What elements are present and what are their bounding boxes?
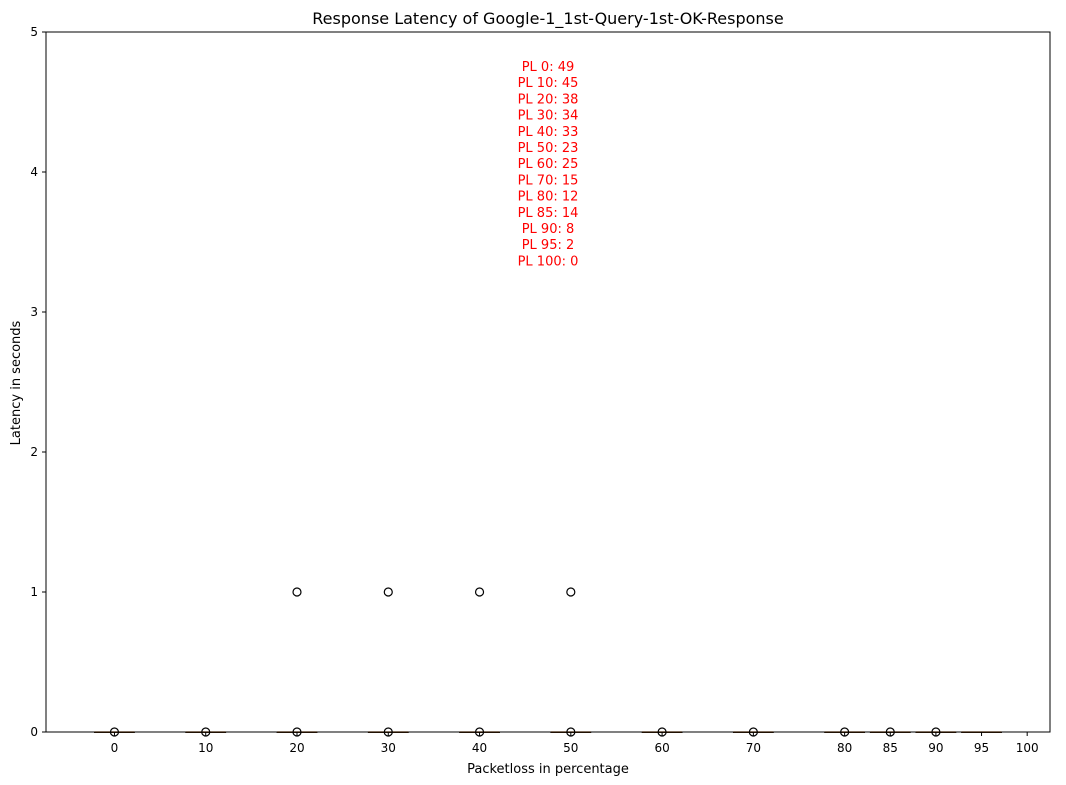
x-tick-label-90: 90 (928, 741, 943, 755)
x-tick-label-95: 95 (974, 741, 989, 755)
y-tick-label-4: 4 (30, 165, 38, 179)
x-tick-label-80: 80 (837, 741, 852, 755)
chart-title: Response Latency of Google-1_1st-Query-1… (312, 9, 783, 29)
annotation-line-1: PL 10: 45 (518, 76, 579, 91)
x-tick-label-40: 40 (472, 741, 487, 755)
outlier-point-30-1 (383, 587, 393, 597)
annotation-line-3: PL 30: 34 (518, 109, 579, 124)
outlier-point-40-1 (474, 587, 485, 597)
x-tick-label-60: 60 (654, 741, 669, 755)
y-axis-label: Latency in seconds (9, 320, 24, 445)
y-tick-label-0: 0 (30, 725, 38, 739)
annotation-line-6: PL 60: 25 (518, 157, 579, 172)
y-tick-label-1: 1 (30, 585, 38, 599)
outlier-point-50-1 (566, 587, 576, 597)
x-tick-label-10: 10 (198, 741, 213, 755)
x-tick-label-100: 100 (1016, 741, 1039, 755)
x-tick-label-20: 20 (289, 741, 304, 755)
annotation-line-2: PL 20: 38 (518, 92, 579, 107)
y-tick-label-3: 3 (30, 305, 38, 319)
x-tick-label-85: 85 (883, 741, 898, 755)
annotation-line-4: PL 40: 33 (518, 125, 579, 140)
x-tick-label-30: 30 (381, 741, 396, 755)
annotation-line-12: PL 100: 0 (518, 254, 579, 269)
annotation-line-8: PL 80: 12 (518, 190, 579, 205)
x-tick-label-50: 50 (563, 741, 578, 755)
x-axis-label: Packetloss in percentage (467, 762, 629, 777)
y-tick-label-5: 5 (30, 25, 38, 39)
annotation-line-11: PL 95: 2 (522, 238, 575, 253)
x-tick-label-0: 0 (111, 741, 119, 755)
annotation-line-9: PL 85: 14 (518, 206, 579, 221)
y-tick-label-2: 2 (30, 445, 38, 459)
x-tick-label-70: 70 (746, 741, 761, 755)
annotation-line-0: PL 0: 49 (522, 60, 575, 75)
annotation-line-5: PL 50: 23 (518, 141, 579, 156)
annotation-line-7: PL 70: 15 (518, 173, 579, 188)
outlier-point-20-1 (292, 587, 302, 597)
axes-frame (45, 31, 1051, 733)
annotation-line-10: PL 90: 8 (522, 222, 575, 237)
